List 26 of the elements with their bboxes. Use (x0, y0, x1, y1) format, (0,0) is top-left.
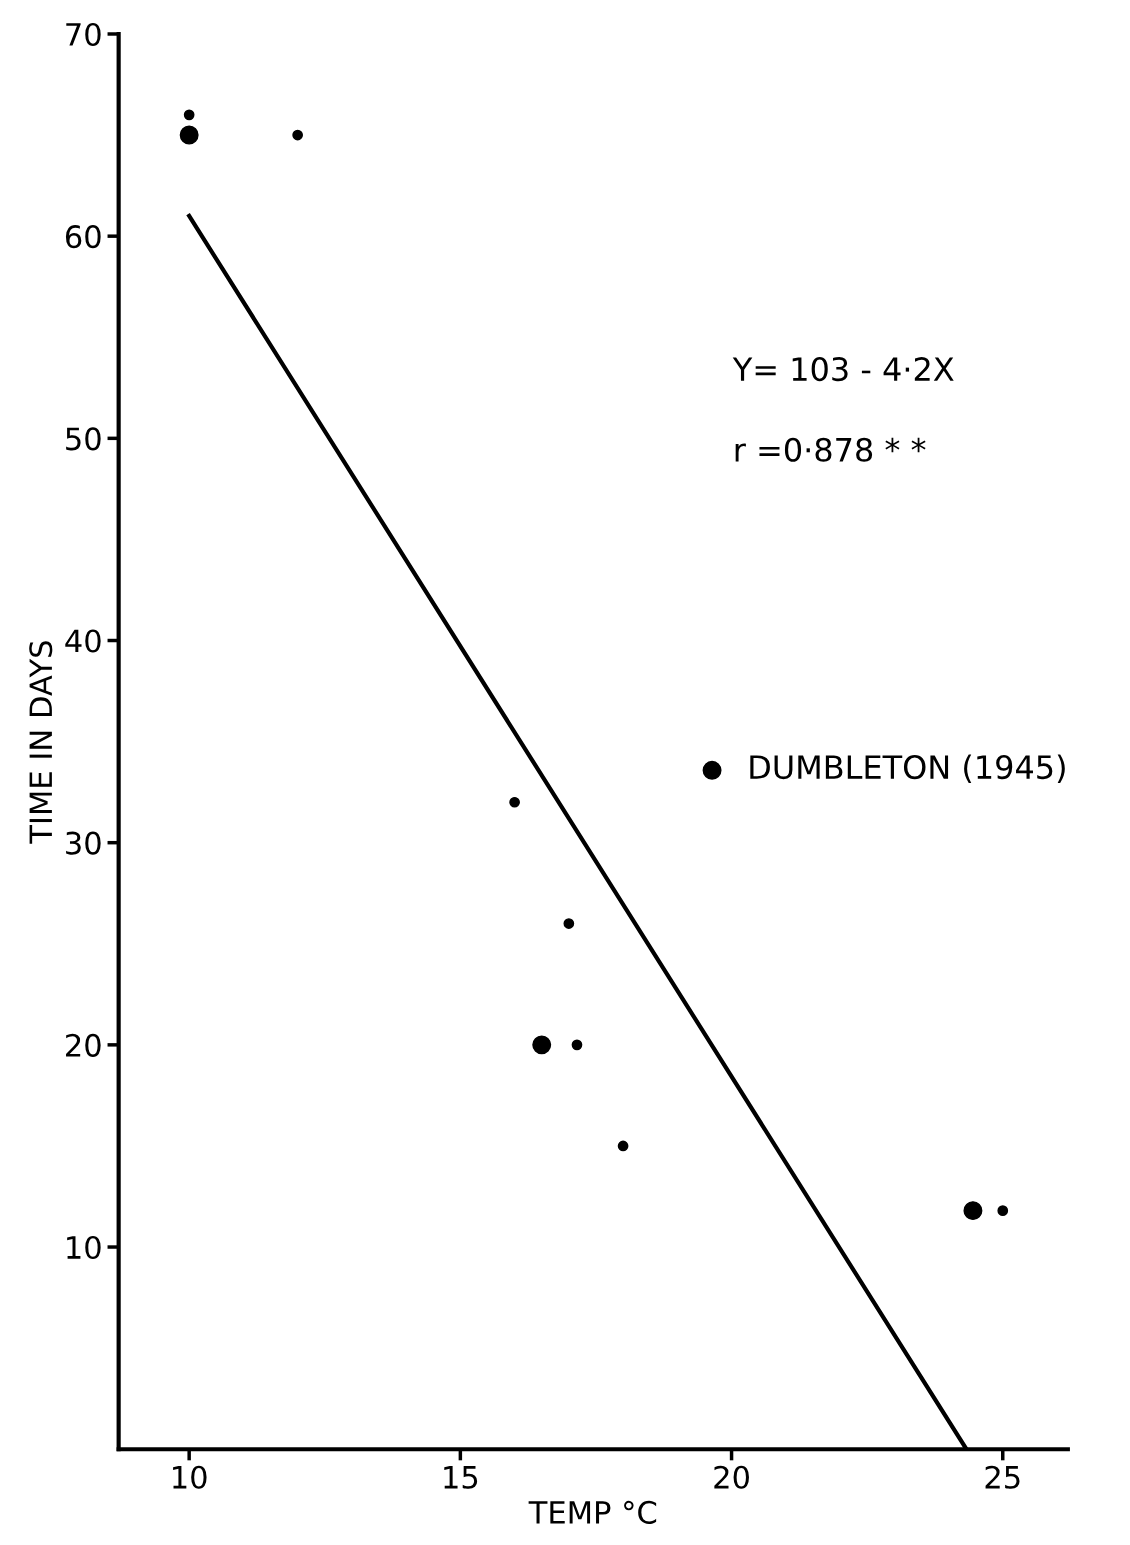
legend-label: DUMBLETON (1945) (750, 754, 1065, 783)
x-tick-label: 25 (985, 1465, 1020, 1489)
annotation: r =0·878 * * (735, 437, 926, 462)
point (563, 918, 575, 929)
point (617, 1140, 629, 1152)
point (179, 125, 199, 145)
point (963, 1201, 983, 1221)
y-tick-label: 20 (66, 1033, 101, 1057)
point (509, 796, 520, 808)
y-tick-label: 40 (65, 629, 101, 653)
y-axis-title: TIME IN DAYS (29, 641, 53, 844)
y-tick-label: 60 (65, 225, 101, 249)
x-tick-label: 10 (173, 1465, 207, 1489)
x-tick-label: 20 (714, 1465, 749, 1489)
point (571, 1039, 583, 1051)
y-tick-label: 10 (67, 1235, 101, 1260)
y-tick-label: 50 (66, 427, 101, 451)
point (532, 1035, 552, 1055)
y-tick-label: 70 (66, 22, 101, 47)
point (292, 129, 303, 141)
point (997, 1205, 1009, 1216)
point (183, 109, 195, 121)
x-tick-label: 15 (444, 1466, 478, 1489)
x-axis-title: TEMP °C (528, 1500, 657, 1524)
annotation: Y= 103 - 4·2X (732, 357, 954, 382)
y-tick-label: 30 (66, 831, 101, 855)
